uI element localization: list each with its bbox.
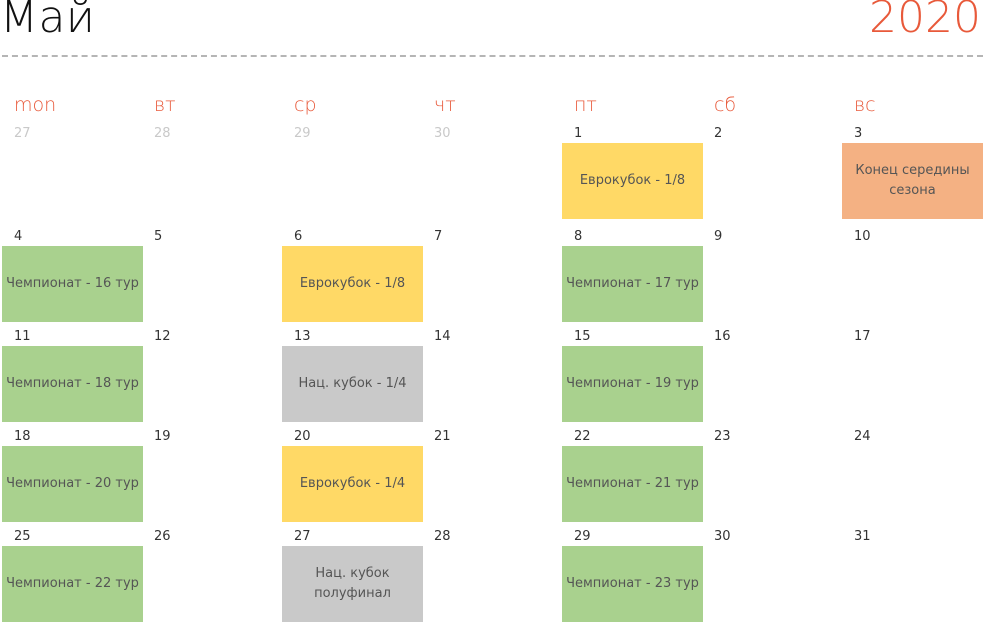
event-championship[interactable]: Чемпионат - 22 тур	[2, 546, 143, 622]
day-number[interactable]: 14	[434, 329, 451, 344]
day-number[interactable]: 3	[854, 126, 863, 141]
day-number[interactable]: 5	[154, 229, 163, 244]
day-number[interactable]: 11	[14, 329, 31, 344]
day-number[interactable]: 25	[14, 529, 31, 544]
day-number[interactable]: 7	[434, 229, 443, 244]
day-number[interactable]: 8	[574, 229, 583, 244]
day-number[interactable]: 4	[14, 229, 23, 244]
day-number[interactable]: 26	[154, 529, 171, 544]
day-number[interactable]: 30	[434, 126, 451, 141]
event-season-end[interactable]: Конец середины сезона	[842, 143, 983, 219]
day-number[interactable]: 30	[714, 529, 731, 544]
event-eurocup[interactable]: Еврокубок - 1/4	[282, 446, 423, 522]
day-number[interactable]: 31	[854, 529, 871, 544]
day-number[interactable]: 28	[154, 126, 171, 141]
year-title: 2020	[869, 0, 981, 43]
day-number[interactable]: 13	[294, 329, 311, 344]
event-national-cup[interactable]: Нац. кубок полуфинал	[282, 546, 423, 622]
day-number[interactable]: 29	[574, 529, 591, 544]
weekday-sun: вс	[854, 94, 876, 116]
event-championship[interactable]: Чемпионат - 21 тур	[562, 446, 703, 522]
day-number[interactable]: 12	[154, 329, 171, 344]
weekday-tue: вт	[154, 94, 176, 116]
event-eurocup[interactable]: Еврокубок - 1/8	[562, 143, 703, 219]
day-number[interactable]: 27	[14, 126, 31, 141]
day-number[interactable]: 27	[294, 529, 311, 544]
event-championship[interactable]: Чемпионат - 20 тур	[2, 446, 143, 522]
month-title: Май	[0, 0, 96, 43]
weekday-wed: ср	[294, 94, 317, 116]
day-number[interactable]: 1	[574, 126, 583, 141]
day-number[interactable]: 2	[714, 126, 723, 141]
day-number[interactable]: 9	[714, 229, 723, 244]
weekday-thu: чт	[434, 94, 456, 116]
event-championship[interactable]: Чемпионат - 23 тур	[562, 546, 703, 622]
day-number[interactable]: 10	[854, 229, 871, 244]
event-national-cup[interactable]: Нац. кубок - 1/4	[282, 346, 423, 422]
day-number[interactable]: 22	[574, 429, 591, 444]
header-divider	[2, 55, 983, 57]
day-number[interactable]: 28	[434, 529, 451, 544]
event-eurocup[interactable]: Еврокубок - 1/8	[282, 246, 423, 322]
day-number[interactable]: 29	[294, 126, 311, 141]
event-championship[interactable]: Чемпионат - 18 тур	[2, 346, 143, 422]
event-championship[interactable]: Чемпионат - 19 тур	[562, 346, 703, 422]
day-number[interactable]: 20	[294, 429, 311, 444]
weekday-sat: сб	[714, 94, 737, 116]
day-number[interactable]: 19	[154, 429, 171, 444]
event-championship[interactable]: Чемпионат - 17 тур	[562, 246, 703, 322]
day-number[interactable]: 16	[714, 329, 731, 344]
weekday-fri: пт	[574, 94, 597, 116]
day-number[interactable]: 24	[854, 429, 871, 444]
event-championship[interactable]: Чемпионат - 16 тур	[2, 246, 143, 322]
day-number[interactable]: 6	[294, 229, 303, 244]
day-number[interactable]: 18	[14, 429, 31, 444]
weekday-mon: mon	[14, 94, 57, 116]
day-number[interactable]: 23	[714, 429, 731, 444]
day-number[interactable]: 15	[574, 329, 591, 344]
day-number[interactable]: 21	[434, 429, 451, 444]
day-number[interactable]: 17	[854, 329, 871, 344]
